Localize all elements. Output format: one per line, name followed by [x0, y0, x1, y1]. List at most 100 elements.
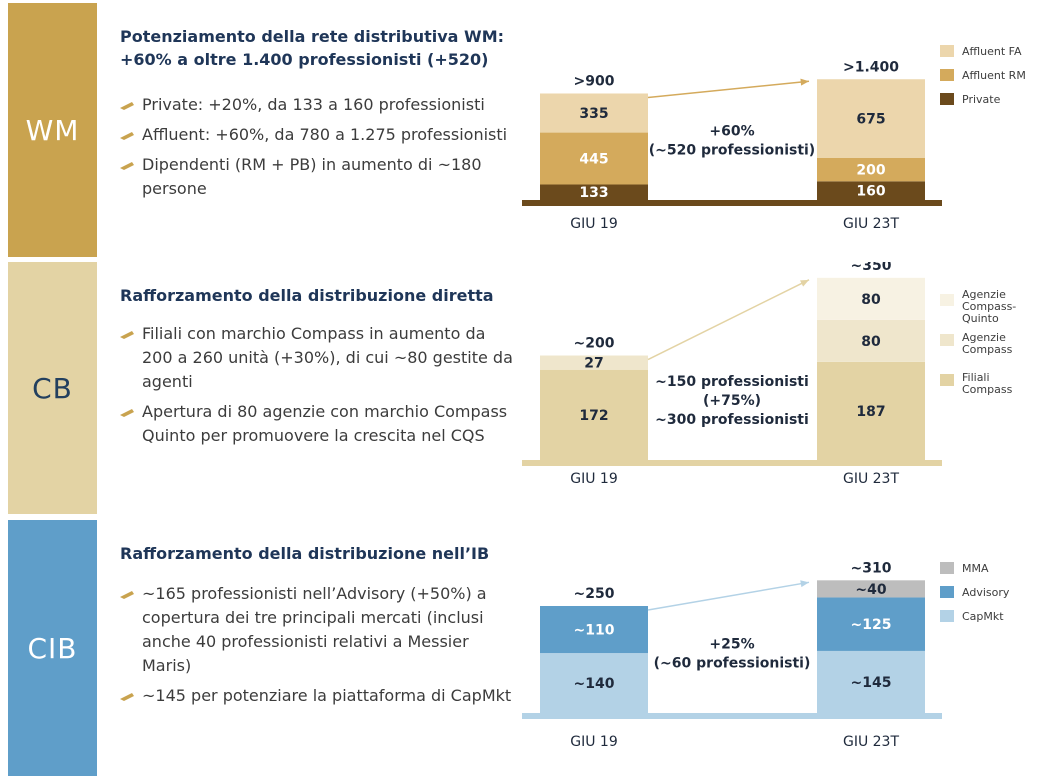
legend-label: CapMkt: [962, 610, 1004, 623]
side-tab-label: CB: [32, 371, 73, 405]
data-label: 187: [856, 404, 885, 420]
bar-segment: [817, 158, 925, 182]
data-label: ~125: [851, 617, 892, 633]
tick-label: GIU 19: [570, 471, 618, 487]
legend-label: Agenzie: [962, 331, 1006, 344]
growth-arrow: [647, 80, 810, 99]
legend-label: Quinto: [962, 312, 999, 325]
bar-segment: [540, 132, 648, 185]
growth-annotation: +60%: [709, 124, 754, 140]
growth-annotation: (~520 professionisti): [649, 143, 815, 159]
list-item: ~165 professionisti nell’Advisory (+50%)…: [120, 582, 520, 678]
bar-segment: [540, 653, 648, 713]
list-item: Filiali con marchio Compass in aumento d…: [120, 322, 520, 394]
list-item: Dipendenti (RM + PB) in aumento di ~180 …: [120, 153, 520, 201]
tick-label: GIU 23T: [843, 734, 899, 750]
bar-segment: [817, 319, 925, 362]
bullet-text: Private: +20%, da 133 a 160 professionis…: [142, 95, 485, 114]
bar-segment: [540, 93, 648, 133]
chart-cib: ~140 ~110 ~250 GIU 19 ~145 ~125 ~40 ~310 GIU 23T…: [522, 560, 1010, 750]
baseline: [522, 200, 942, 206]
side-tab-wm: WM: [8, 3, 97, 257]
legend-label: Affluent RM: [962, 69, 1026, 82]
bar-segment: [817, 277, 925, 320]
arrow-head-icon: [800, 78, 809, 86]
bullet-text: Filiali con marchio Compass in aumento d…: [142, 324, 513, 391]
list-item: Apertura di 80 agenzie con marchio Compa…: [120, 400, 520, 448]
legend-label: Compass-: [962, 300, 1016, 313]
bullet-text: Dipendenti (RM + PB) in aumento di ~180 …: [142, 155, 482, 198]
tick-label: GIU 23T: [843, 216, 899, 232]
data-label: ~145: [851, 675, 892, 691]
side-tab-cb: CB: [8, 262, 97, 514]
bullet-text: ~145 per potenziare la piattaforma di Ca…: [142, 686, 512, 705]
total-label: ~200: [574, 336, 615, 352]
section-title: Potenziamento della rete distributiva WM…: [120, 27, 505, 69]
bar-segment: [540, 606, 648, 654]
side-tab-label: CIB: [27, 631, 78, 665]
baseline: [522, 713, 942, 719]
arrow-head-icon: [800, 279, 809, 287]
section-title: Rafforzamento della distribuzione dirett…: [120, 286, 494, 305]
legend-label: Filiali: [962, 371, 990, 384]
arrow-bullet-icon: [120, 693, 134, 701]
bar-segment: [817, 580, 925, 598]
growth-annotation: (~60 professionisti): [654, 656, 811, 672]
data-label: 133: [579, 185, 608, 201]
legend-label: Affluent FA: [962, 45, 1022, 58]
total-label: >1.400: [843, 59, 899, 75]
data-label: ~40: [855, 582, 886, 598]
legend-swatch: [940, 374, 954, 386]
section-wm: WM Potenziamento della rete distributiva…: [0, 3, 1043, 257]
list-item: Private: +20%, da 133 a 160 professionis…: [120, 93, 520, 117]
total-label: ~310: [851, 560, 892, 576]
legend-label: MMA: [962, 562, 989, 575]
data-label: 80: [861, 292, 881, 308]
legend-swatch: [940, 334, 954, 346]
tick-label: GIU 19: [570, 216, 618, 232]
legend-swatch: [940, 610, 954, 622]
bar-segment: [817, 650, 925, 713]
growth-annotation: ~300 professionisti: [655, 412, 809, 428]
data-label: 160: [856, 184, 885, 200]
bar-segment: [817, 181, 925, 200]
tick-label: GIU 19: [570, 734, 618, 750]
growth-annotation: ~150 professionisti: [655, 374, 809, 390]
bar-segment: [817, 79, 925, 158]
legend-label: Agenzie: [962, 288, 1006, 301]
arrow-bullet-icon: [120, 591, 134, 599]
side-tab-label: WM: [25, 113, 80, 147]
data-label: 80: [861, 334, 881, 350]
legend-label: Compass: [962, 383, 1013, 396]
baseline: [522, 460, 942, 466]
total-label: ~350: [851, 262, 892, 274]
legend-label: Advisory: [962, 586, 1010, 599]
arrow-bullet-icon: [120, 102, 134, 110]
legend-swatch: [940, 586, 954, 598]
side-tab-cib: CIB: [8, 520, 97, 776]
chart-wm: 133 445 335 >900 GIU 19 160 200 675 >1.400 GIU 23…: [522, 45, 1026, 232]
arrow-bullet-icon: [120, 331, 134, 339]
bullet-text: Apertura di 80 agenzie con marchio Compa…: [142, 402, 508, 445]
total-label: >900: [574, 73, 615, 89]
bar-segment: [540, 184, 648, 200]
arrow-bullet-icon: [120, 132, 134, 140]
bullet-list: ~165 professionisti nell’Advisory (+50%)…: [120, 582, 520, 714]
bar-segment: [540, 369, 648, 460]
arrow-head-icon: [800, 580, 809, 588]
legend-swatch: [940, 45, 954, 57]
total-label: ~250: [574, 586, 615, 602]
data-label: 200: [856, 163, 885, 179]
data-label: 27: [584, 356, 603, 372]
growth-annotation: +25%: [709, 637, 754, 653]
growth-arrow: [647, 581, 810, 611]
legend-label: Private: [962, 93, 1001, 106]
data-label: 335: [579, 106, 608, 122]
bar-segment: [817, 361, 925, 460]
legend-swatch: [940, 93, 954, 105]
growth-arrow: [647, 279, 810, 361]
chart-cb: 172 27 ~200 GIU 19 187 80 80 ~350 GIU 23T ~150 pr…: [522, 262, 1016, 487]
bullet-text: ~165 professionisti nell’Advisory (+50%)…: [142, 584, 487, 675]
section-title: Rafforzamento della distribuzione nell’I…: [120, 544, 490, 563]
data-label: 445: [579, 152, 608, 168]
